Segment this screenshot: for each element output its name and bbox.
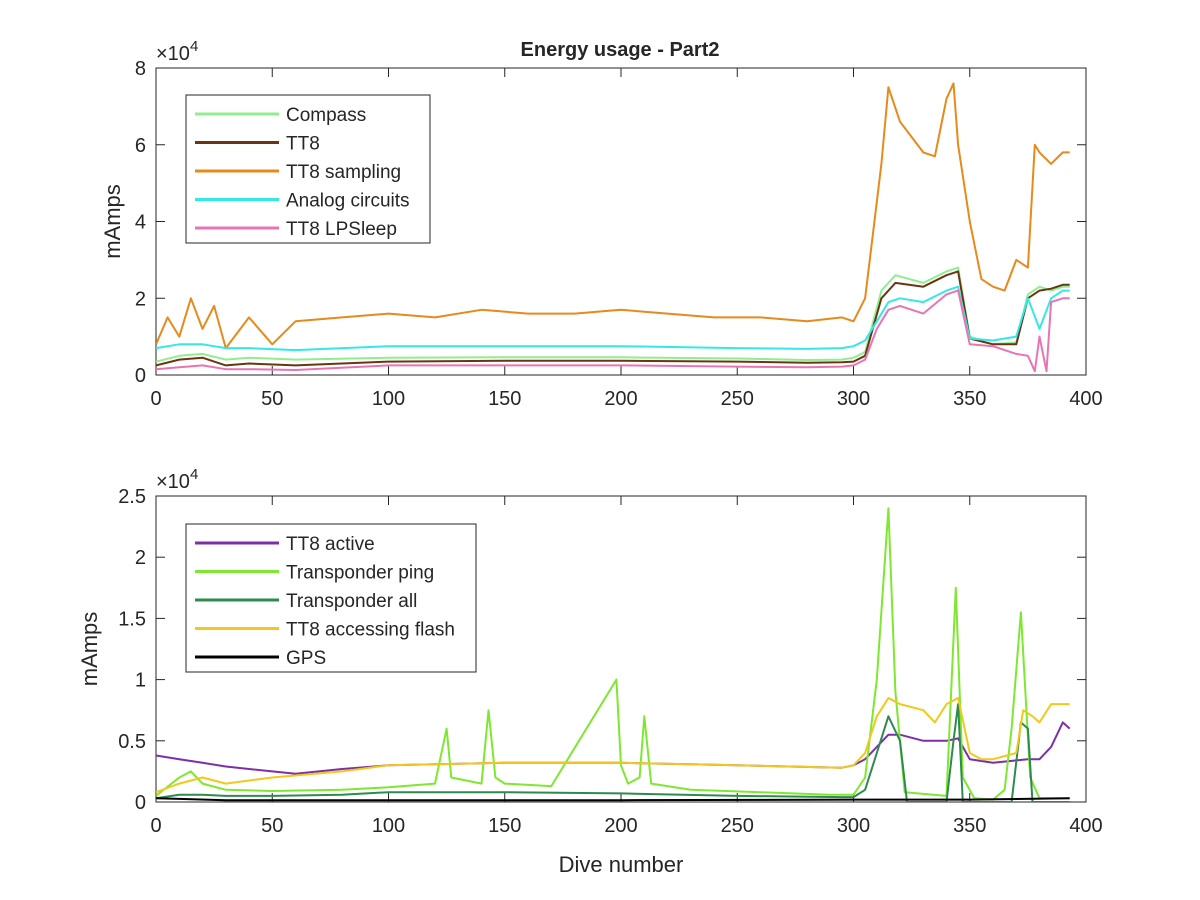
bottom-plot: 0 50 100 150 200 250 300 350 40000.511.522.5×104… — [77, 466, 1103, 877]
x-tick-label: 350 — [953, 388, 986, 410]
legend: Compass TT8 TT8 sampling Analog circuits TT8… — [185, 94, 431, 244]
x-tick-label: 50 — [261, 815, 283, 837]
legend-entry-label: TT8 sampling — [286, 162, 401, 183]
x-tick-label: 250 — [721, 388, 754, 410]
y-exponent-power: 4 — [190, 38, 198, 55]
y-tick-label: 0.5 — [118, 731, 146, 753]
legend: TT8 active Transponder ping Transponder al… — [185, 523, 477, 673]
x-tick-label: 50 — [261, 388, 283, 410]
x-tick-label: 0 — [150, 388, 161, 410]
series-line-analog-circuits — [156, 285, 1070, 352]
x-tick-label: 0 — [150, 815, 161, 837]
x-tick-label: 200 — [604, 815, 637, 837]
x-tick-label: 150 — [488, 388, 521, 410]
legend-entry-label: GPS — [286, 648, 326, 669]
legend-box — [185, 94, 431, 244]
y-tick-label: 2 — [135, 288, 146, 310]
x-axis-label: Dive number — [559, 852, 684, 877]
x-tick-label: 100 — [372, 815, 405, 837]
x-tick-label: 200 — [604, 388, 637, 410]
y-tick-label: 2.5 — [118, 486, 146, 508]
legend-entry-label: Analog circuits — [286, 191, 410, 212]
x-tick-label: 100 — [372, 388, 405, 410]
x-tick-label: 300 — [837, 815, 870, 837]
y-axis-label: mAmps — [100, 184, 125, 259]
y-axis-label: mAmps — [77, 612, 102, 687]
legend-entry-label: TT8 active — [286, 534, 375, 555]
x-tick-label: 300 — [837, 388, 870, 410]
legend-entry-label: Transponder ping — [286, 563, 434, 584]
x-tick-label: 250 — [721, 815, 754, 837]
y-tick-label: 2 — [135, 547, 146, 569]
y-tick-label: 6 — [135, 135, 146, 157]
y-exponent-power: 4 — [190, 466, 198, 483]
legend-box — [185, 523, 477, 673]
series-line-tt8-lpsleep — [156, 289, 1070, 373]
legend-entry-label: Compass — [286, 105, 366, 126]
x-tick-label: 150 — [488, 815, 521, 837]
figure-title: Energy usage - Part2 — [521, 39, 720, 61]
y-tick-label: 8 — [135, 58, 146, 80]
x-tick-label: 400 — [1069, 815, 1102, 837]
series-line-gps — [156, 797, 1070, 802]
y-tick-label: 0 — [135, 365, 146, 387]
y-tick-label: 0 — [135, 792, 146, 814]
legend-entry-label: TT8 — [286, 134, 320, 155]
x-tick-label: 400 — [1069, 388, 1102, 410]
series-line-tt8-sampling — [156, 82, 1070, 350]
legend-entry-label: Transponder all — [286, 591, 417, 612]
x-tick-label: 350 — [953, 815, 986, 837]
legend-entry-label: TT8 accessing flash — [286, 620, 455, 641]
top-plot: 0 50 100 150 200 250 300 350 40002468×104mAmpsCo… — [100, 38, 1103, 410]
series-line-tt8-active — [156, 721, 1071, 775]
legend-entry-label: TT8 LPSleep — [286, 219, 397, 240]
y-tick-label: 1 — [135, 670, 146, 692]
series-line-tt8-accessing-flash — [156, 697, 1070, 794]
y-tick-label: 4 — [135, 212, 146, 234]
y-tick-label: 1.5 — [118, 608, 146, 630]
